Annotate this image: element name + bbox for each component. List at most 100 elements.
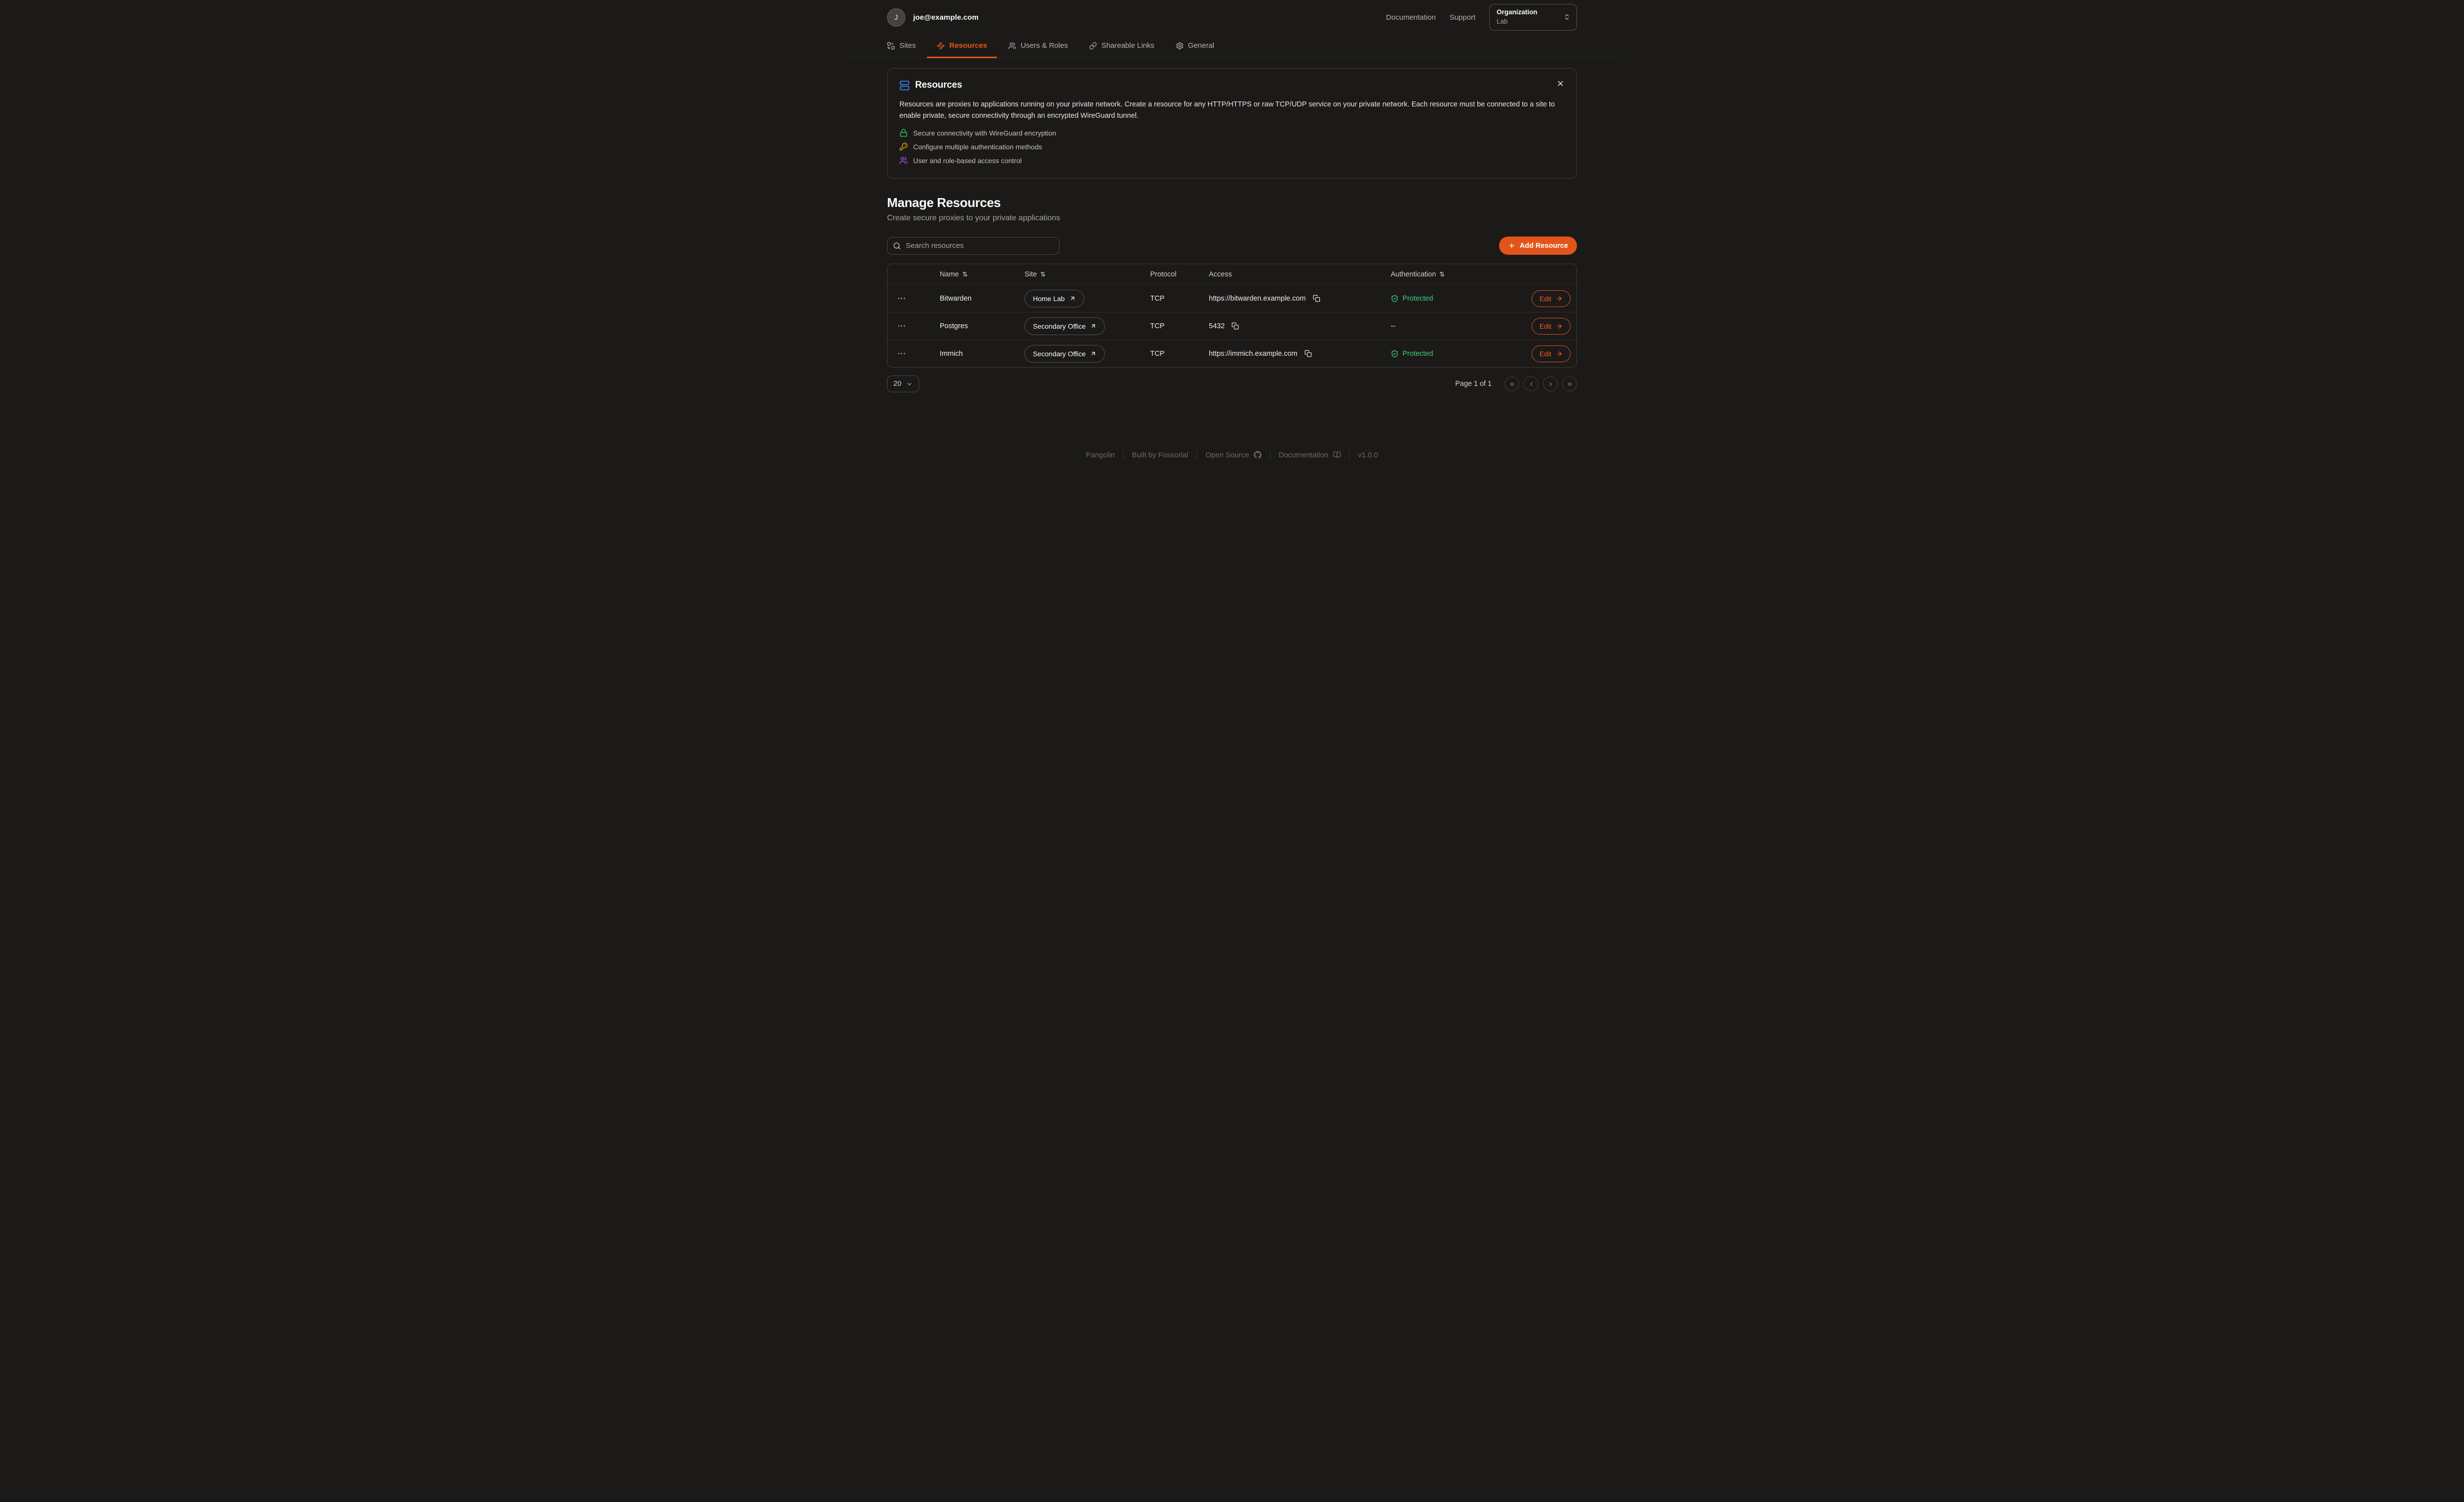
close-icon[interactable] xyxy=(1555,78,1566,89)
tab-label: Sites xyxy=(899,41,916,50)
resource-name: Bitwarden xyxy=(940,294,972,303)
footer-built-by: Built by Fossorial xyxy=(1132,450,1189,459)
tab-resources[interactable]: Resources xyxy=(927,34,997,58)
org-selector-value: Lab xyxy=(1497,17,1508,25)
link-icon xyxy=(1089,42,1097,50)
feature-item: User and role-based access control xyxy=(899,156,1565,165)
resource-name: Postgres xyxy=(940,322,968,330)
first-page-button[interactable] xyxy=(1505,376,1519,392)
site-link-label: Secondary Office xyxy=(1033,349,1086,358)
site-link-label: Secondary Office xyxy=(1033,322,1086,330)
resources-info-card: Resources Resources are proxies to appli… xyxy=(887,68,1577,179)
sort-icon[interactable]: ⇅ xyxy=(1439,270,1445,278)
page-title: Manage Resources xyxy=(887,195,1001,210)
users-icon xyxy=(899,156,908,165)
resource-protocol: TCP xyxy=(1150,322,1164,330)
table-row: ⋯ Bitwarden Home Lab TCP https://bitward… xyxy=(888,284,1576,312)
row-menu-button[interactable]: ⋯ xyxy=(896,292,907,305)
resource-access: https://bitwarden.example.com xyxy=(1209,294,1306,303)
main-content: Resources Resources are proxies to appli… xyxy=(846,68,1618,393)
github-icon xyxy=(1253,451,1262,459)
footer-documentation-link[interactable]: Documentation xyxy=(1279,451,1341,459)
site-link[interactable]: Home Lab xyxy=(1025,289,1084,307)
table-row: ⋯ Postgres Secondary Office TCP 5432 xyxy=(888,312,1576,340)
column-header-access: Access xyxy=(1209,270,1232,278)
tab-label: General xyxy=(1188,41,1214,50)
tab-general[interactable]: General xyxy=(1166,34,1224,58)
org-selector[interactable]: Organization Lab xyxy=(1489,4,1577,31)
org-selector-label: Organization xyxy=(1497,8,1538,16)
sites-icon xyxy=(887,42,895,50)
tab-label: Resources xyxy=(949,41,988,50)
add-resource-label: Add Resource xyxy=(1519,241,1568,250)
tab-label: Shareable Links xyxy=(1101,41,1155,50)
nav-link-documentation[interactable]: Documentation xyxy=(1386,13,1436,22)
copy-icon[interactable] xyxy=(1231,321,1240,331)
divider xyxy=(1349,450,1350,460)
plus-icon xyxy=(1508,242,1515,249)
server-icon xyxy=(899,80,910,91)
tab-users-roles[interactable]: Users & Roles xyxy=(998,34,1078,58)
page-subtitle: Create secure proxies to your private ap… xyxy=(887,214,1061,223)
row-menu-button[interactable]: ⋯ xyxy=(896,320,907,332)
shield-check-icon xyxy=(1391,350,1399,358)
chevron-down-icon xyxy=(906,381,913,387)
page-size-value: 20 xyxy=(893,380,902,388)
arrow-right-icon xyxy=(1556,323,1563,330)
card-title: Resources xyxy=(915,80,962,90)
arrow-right-icon xyxy=(1556,350,1563,357)
last-page-button[interactable] xyxy=(1562,376,1577,392)
sort-icon[interactable]: ⇅ xyxy=(1040,270,1046,278)
sort-icon[interactable]: ⇅ xyxy=(962,270,968,278)
feature-text: Secure connectivity with WireGuard encry… xyxy=(913,129,1057,137)
feature-item: Secure connectivity with WireGuard encry… xyxy=(899,129,1565,137)
user-email: joe@example.com xyxy=(913,13,979,22)
previous-page-button[interactable] xyxy=(1524,376,1539,392)
card-description: Resources are proxies to applications ru… xyxy=(899,101,1555,120)
auth-status-label: Protected xyxy=(1403,294,1434,303)
column-header-protocol: Protocol xyxy=(1150,270,1177,278)
resource-protocol: TCP xyxy=(1150,294,1164,303)
page-size-select[interactable]: 20 xyxy=(887,376,920,393)
arrow-up-right-icon xyxy=(1090,323,1096,329)
shield-check-icon xyxy=(1391,295,1399,303)
page-indicator: Page 1 of 1 xyxy=(1455,380,1492,388)
avatar-initial: J xyxy=(894,13,898,21)
resource-name: Immich xyxy=(940,349,963,358)
tab-label: Users & Roles xyxy=(1021,41,1068,50)
arrow-right-icon xyxy=(1556,295,1563,302)
edit-button[interactable]: Edit xyxy=(1531,290,1571,307)
search-icon xyxy=(893,242,901,250)
waypoints-icon xyxy=(937,42,945,50)
tab-sites[interactable]: Sites xyxy=(877,34,925,58)
site-link[interactable]: Secondary Office xyxy=(1025,344,1105,363)
footer: Pangolin Built by Fossorial Open Source … xyxy=(846,450,1618,470)
edit-button-label: Edit xyxy=(1539,322,1551,330)
site-link[interactable]: Secondary Office xyxy=(1025,317,1105,335)
top-bar: J joe@example.com Documentation Support … xyxy=(846,0,1618,34)
copy-icon[interactable] xyxy=(1312,294,1321,303)
auth-none: -- xyxy=(1391,322,1396,330)
footer-open-source-label: Open Source xyxy=(1205,450,1249,459)
search-input[interactable] xyxy=(887,237,1060,255)
edit-button[interactable]: Edit xyxy=(1531,345,1571,362)
arrow-up-right-icon xyxy=(1090,350,1096,357)
add-resource-button[interactable]: Add Resource xyxy=(1499,237,1577,255)
tab-shareable-links[interactable]: Shareable Links xyxy=(1079,34,1164,58)
column-header-authentication: Authentication xyxy=(1391,270,1436,278)
nav-link-support[interactable]: Support xyxy=(1449,13,1475,22)
copy-icon[interactable] xyxy=(1303,349,1313,358)
edit-button[interactable]: Edit xyxy=(1531,317,1571,335)
row-menu-button[interactable]: ⋯ xyxy=(896,347,907,360)
table-row: ⋯ Immich Secondary Office TCP https://im… xyxy=(888,340,1576,367)
feature-item: Configure multiple authentication method… xyxy=(899,142,1565,151)
auth-protected: Protected xyxy=(1391,295,1523,303)
pagination: 20 Page 1 of 1 xyxy=(887,376,1577,393)
edit-button-label: Edit xyxy=(1539,349,1551,358)
footer-brand: Pangolin xyxy=(1086,450,1115,459)
next-page-button[interactable] xyxy=(1543,376,1558,392)
footer-open-source-link[interactable]: Open Source xyxy=(1205,450,1262,459)
auth-protected: Protected xyxy=(1391,350,1523,358)
table-body: ⋯ Bitwarden Home Lab TCP https://bitward… xyxy=(888,284,1576,367)
avatar[interactable]: J xyxy=(887,8,905,27)
